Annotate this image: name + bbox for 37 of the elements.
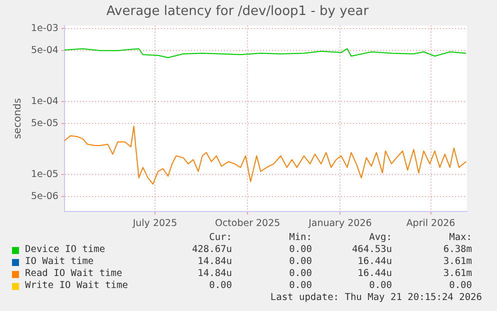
y-axis-title: seconds	[12, 98, 24, 140]
text: 0.00	[288, 268, 312, 280]
text: Min:	[288, 232, 312, 244]
y-tick-label: 1e-04	[31, 96, 58, 108]
text: 0.00	[288, 244, 312, 256]
text: 14.84u	[196, 268, 232, 280]
text: 464.53u	[350, 244, 392, 256]
text: 6.38m	[442, 244, 472, 256]
y-tick-label: 5e-06	[31, 190, 58, 202]
text: Max:	[448, 232, 472, 244]
text: 16.44u	[356, 268, 392, 280]
x-tick-label: October 2025	[214, 218, 280, 229]
legend-label: Write IO Wait time	[25, 280, 128, 292]
text: 428.67u	[190, 244, 232, 256]
text: 0.00	[208, 280, 232, 292]
text: Avg:	[368, 232, 392, 244]
text: Cur:	[208, 232, 232, 244]
y-tick-label: 5e-05	[31, 118, 58, 129]
y-tick-label: 5e-04	[31, 45, 58, 56]
text: 0.00	[288, 256, 312, 268]
text: 3.61m	[442, 256, 472, 268]
y-tick-label: 1e-05	[31, 168, 58, 180]
x-tick-label: January 2026	[308, 218, 372, 229]
text: 3.61m	[442, 268, 472, 280]
text: 0.00	[288, 280, 312, 292]
text: Last update: Thu May 21 20:15:24 2026	[269, 292, 483, 304]
legend-label: IO Wait time	[25, 256, 94, 268]
y-tick-label: 1e-03	[31, 23, 58, 34]
text: 0.00	[368, 280, 392, 292]
chart-title: Average latency for /dev/loop1 - by year	[106, 4, 370, 20]
x-tick-label: April 2026	[406, 218, 456, 229]
text: 0.00	[448, 280, 472, 292]
x-tick-label: July 2025	[132, 218, 178, 229]
text: 16.44u	[356, 256, 392, 268]
text: 14.84u	[196, 256, 232, 268]
legend-label: Read IO Wait time	[25, 268, 122, 280]
legend-label: Device IO time	[25, 244, 106, 256]
